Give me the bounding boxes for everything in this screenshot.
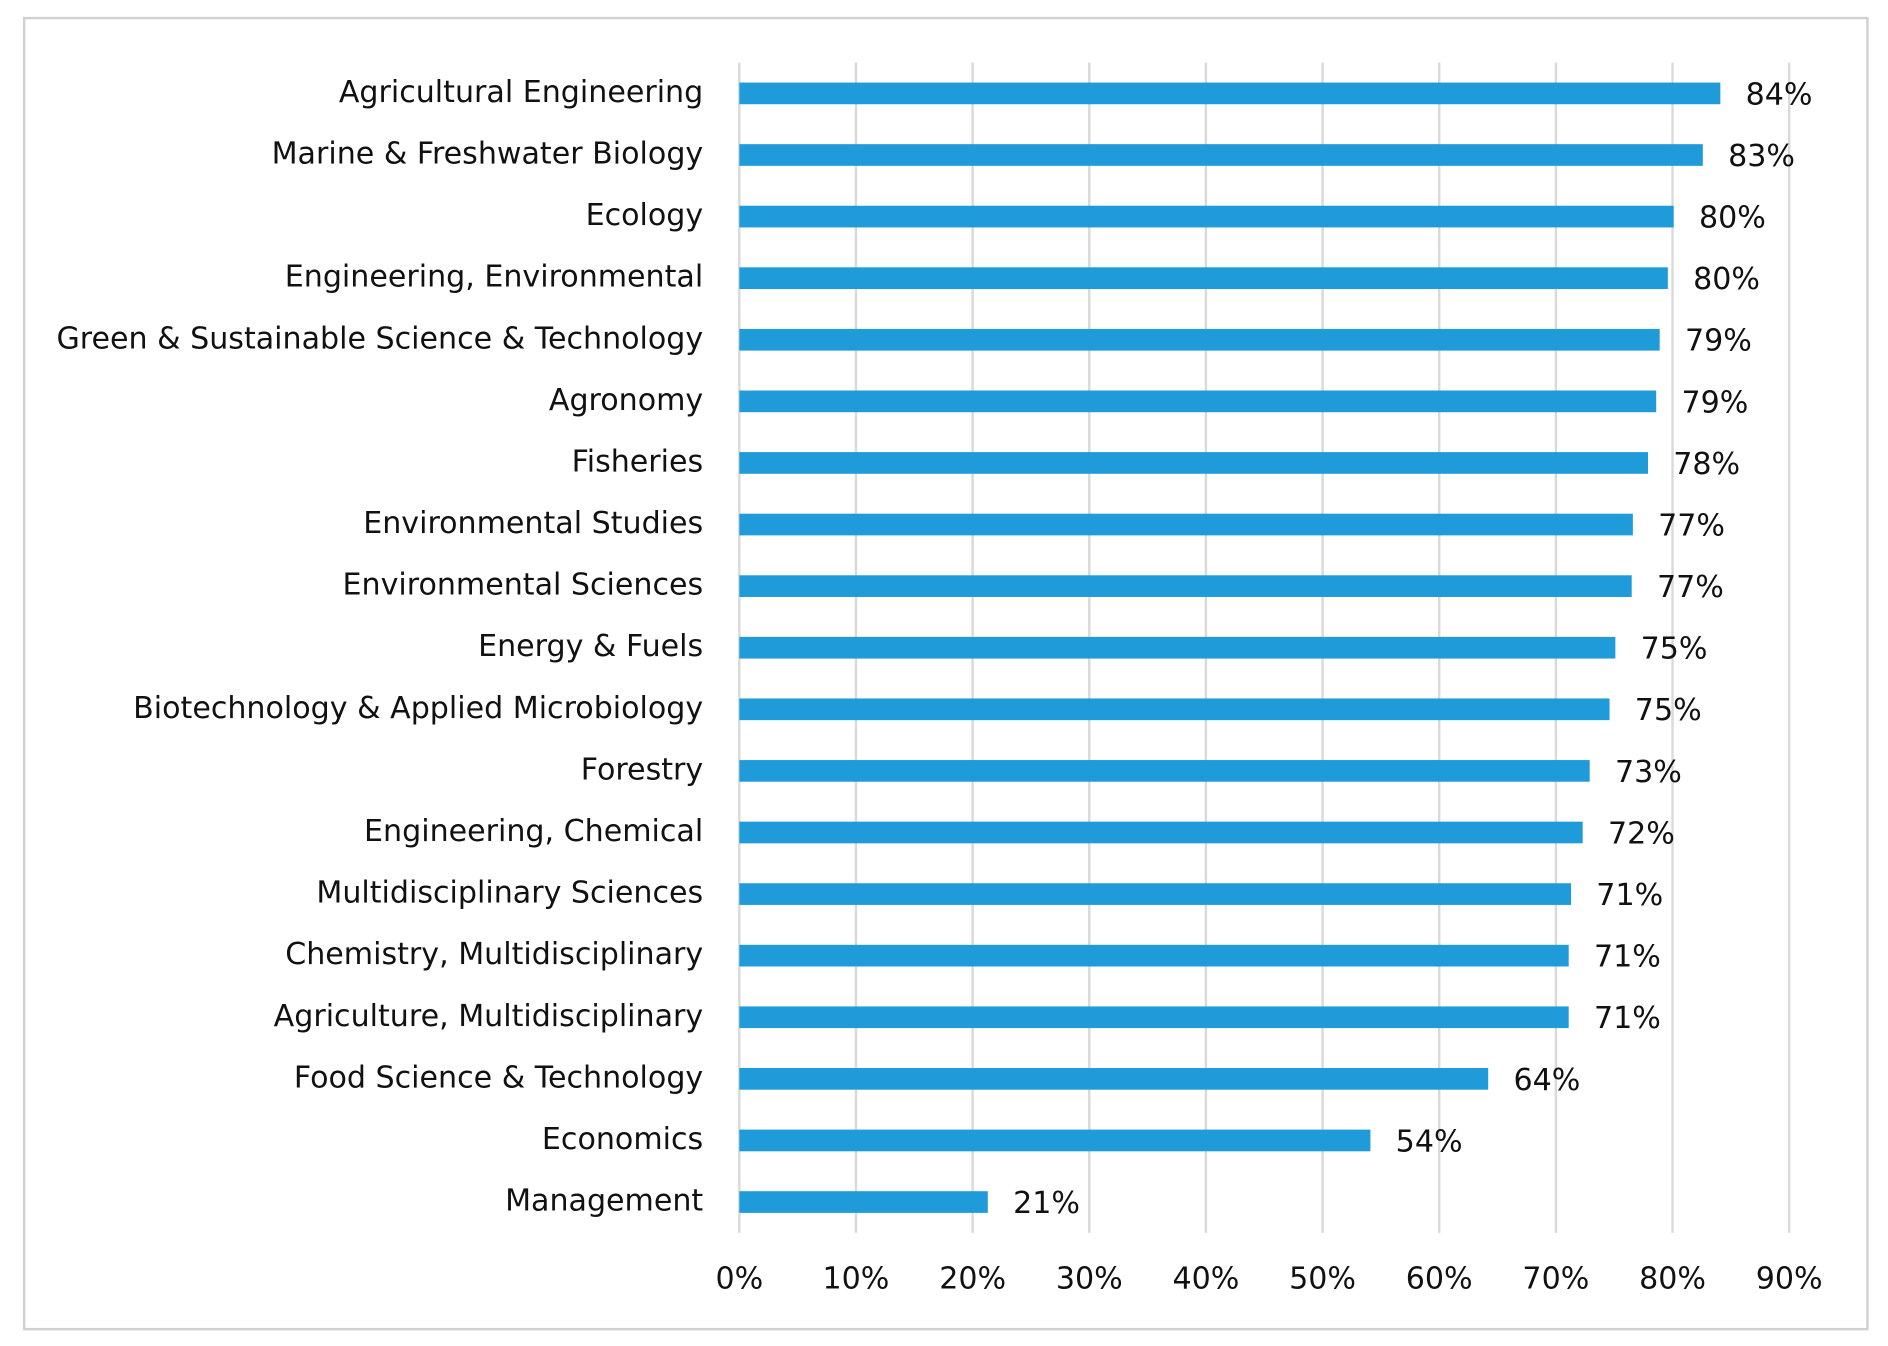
bar: [739, 144, 1703, 166]
value-label: 54%: [1396, 1124, 1463, 1159]
bar: [739, 452, 1649, 474]
x-tick-label: 20%: [939, 1261, 1006, 1296]
bar: [739, 883, 1572, 905]
y-tick-label: Agriculture, Multidisciplinary: [274, 999, 704, 1034]
value-label: 64%: [1513, 1063, 1580, 1098]
y-tick-label: Engineering, Environmental: [285, 260, 703, 295]
value-label: 79%: [1685, 324, 1752, 359]
y-tick-label: Food Science & Technology: [294, 1060, 703, 1095]
value-label: 71%: [1594, 1001, 1661, 1036]
y-tick-label: Energy & Fuels: [478, 629, 703, 664]
bar: [739, 390, 1657, 413]
y-tick-label: Chemistry, Multidisciplinary: [285, 937, 703, 972]
y-tick-label: Agricultural Engineering: [339, 75, 703, 110]
y-tick-label: Fisheries: [572, 444, 704, 479]
y-tick-label: Economics: [542, 1122, 703, 1157]
bar: [739, 944, 1569, 967]
y-tick-label: Environmental Sciences: [343, 568, 704, 603]
y-tick-label: Environmental Studies: [363, 506, 703, 541]
bar: [739, 821, 1583, 844]
y-tick-label: Forestry: [581, 752, 703, 787]
x-tick-label: 90%: [1756, 1261, 1823, 1296]
bar: [739, 760, 1590, 782]
bar: [739, 205, 1674, 228]
bar: [739, 1129, 1371, 1152]
value-label: 75%: [1641, 632, 1708, 667]
value-label: 21%: [1013, 1186, 1080, 1221]
value-label: 79%: [1681, 385, 1748, 420]
bar: [739, 1191, 988, 1213]
x-tick-label: 30%: [1056, 1261, 1123, 1296]
y-tick-label: Engineering, Chemical: [364, 814, 703, 849]
bar: [739, 698, 1610, 721]
bar: [739, 513, 1633, 536]
value-label: 72%: [1608, 816, 1675, 851]
y-tick-label: Biotechnology & Applied Microbiology: [133, 691, 703, 726]
bar: [739, 575, 1632, 597]
y-tick-label: Multidisciplinary Sciences: [316, 876, 703, 911]
x-tick-label: 60%: [1406, 1261, 1473, 1296]
bar: [739, 82, 1721, 105]
x-tick-label: 70%: [1522, 1261, 1589, 1296]
y-tick-label: Marine & Freshwater Biology: [272, 136, 704, 171]
x-tick-label: 40%: [1172, 1261, 1239, 1296]
value-label: 78%: [1673, 447, 1740, 482]
value-label: 71%: [1596, 878, 1663, 913]
bar: [739, 1006, 1569, 1029]
x-tick-label: 10%: [823, 1261, 890, 1296]
chart-frame: [22, 16, 1869, 1331]
bar: [739, 267, 1668, 290]
y-tick-label: Management: [505, 1184, 703, 1219]
value-label: 73%: [1615, 755, 1682, 790]
value-label: 83%: [1728, 139, 1795, 174]
x-tick-label: 50%: [1289, 1261, 1356, 1296]
value-label: 75%: [1635, 693, 1702, 728]
y-tick-label: Agronomy: [549, 383, 703, 418]
value-label: 84%: [1746, 77, 1813, 112]
x-tick-label: 80%: [1639, 1261, 1706, 1296]
value-label: 80%: [1699, 200, 1766, 235]
y-tick-label: Green & Sustainable Science & Technology: [56, 321, 703, 356]
x-tick-label: 0%: [715, 1261, 763, 1296]
value-label: 71%: [1594, 940, 1661, 975]
value-label: 77%: [1657, 570, 1724, 605]
y-tick-label: Ecology: [586, 198, 704, 233]
value-label: 80%: [1693, 262, 1760, 297]
value-label: 77%: [1658, 508, 1725, 543]
bar: [739, 636, 1616, 659]
bar: [739, 328, 1660, 351]
bar: [739, 1068, 1489, 1090]
